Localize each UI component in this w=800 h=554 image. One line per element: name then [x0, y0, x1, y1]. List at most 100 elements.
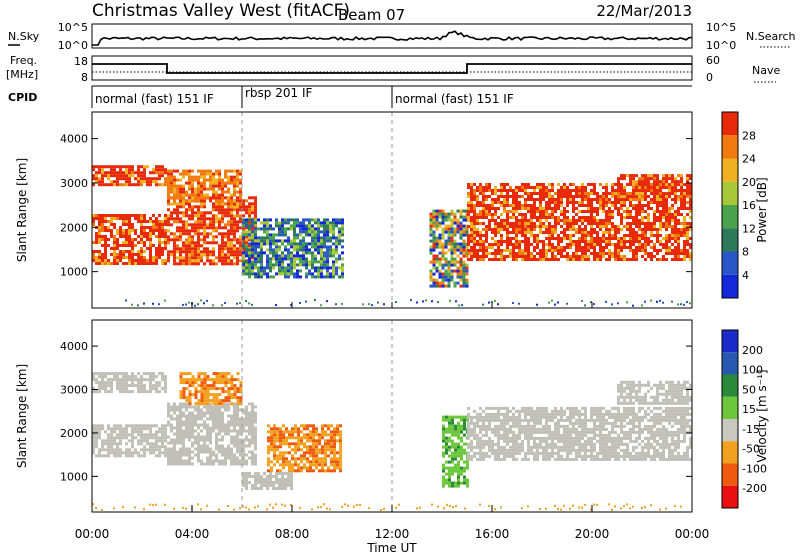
- power-cell-r4: [287, 218, 290, 222]
- power-cell-r6: [569, 258, 572, 261]
- power-cell-r6: [584, 225, 587, 228]
- power-cell-r2: [227, 211, 230, 215]
- power-cell-r4: [305, 266, 308, 270]
- power-cell-r6: [644, 240, 647, 243]
- power-cell-r7: [644, 186, 647, 190]
- power-cell-r6: [500, 201, 503, 204]
- power-cell-r6: [485, 186, 488, 189]
- power-cell-r6: [578, 216, 581, 219]
- power-cell-r6: [530, 198, 533, 201]
- power-cell-r0: [101, 226, 104, 229]
- power-cell-r6: [524, 228, 527, 231]
- power-cell-r5: [432, 278, 436, 282]
- power-cell-r4: [281, 242, 284, 246]
- power-cell-r6: [578, 189, 581, 192]
- vel-cell-r4: [273, 445, 276, 449]
- power-cell-r6: [530, 243, 533, 246]
- power-cell-r6: [536, 219, 539, 222]
- power-cell-near: [554, 303, 556, 306]
- power-cell-r6: [620, 207, 623, 210]
- power-cell-r5: [459, 284, 463, 288]
- power-cell-r2: [233, 262, 236, 266]
- power-cell-r4: [305, 251, 308, 255]
- power-cell-near: [641, 304, 643, 307]
- power-cell-r0: [137, 250, 140, 253]
- power-cell-r4: [287, 257, 290, 261]
- power-cell-r0: [116, 262, 119, 265]
- vel-cell-r2: [173, 402, 176, 406]
- power-cell-r2: [182, 247, 185, 251]
- power-cell-r6: [683, 222, 686, 225]
- power-cell-r6: [635, 231, 638, 234]
- power-cell-r6: [665, 243, 668, 246]
- power-cell-r6: [545, 237, 548, 240]
- power-cell-r2: [200, 205, 203, 209]
- power-cell-r0: [119, 250, 122, 253]
- power-cell-r4: [314, 230, 317, 234]
- power-cell-r7: [617, 177, 620, 181]
- vel-cell-r2: [200, 450, 203, 454]
- power-cell-r4: [332, 263, 335, 267]
- power-cell-r6: [611, 186, 614, 189]
- power-cell-r5: [441, 248, 445, 252]
- power-cell-r5: [429, 278, 433, 282]
- vel-cell-r0: [128, 448, 131, 452]
- power-cell-r6: [569, 225, 572, 228]
- power-cell-r6: [545, 255, 548, 258]
- power-cell-r3: [221, 193, 224, 197]
- power-cell-near: [488, 301, 490, 304]
- power-cell-r5: [441, 263, 445, 267]
- power-cell-r6: [632, 252, 635, 255]
- power-cell-r6: [596, 222, 599, 225]
- power-cell-r2: [206, 250, 209, 254]
- vel-cell-r0: [164, 454, 167, 458]
- vel-cell-r0: [98, 433, 101, 437]
- power-cell-r0: [149, 229, 152, 232]
- vel-cell-r0: [152, 433, 155, 437]
- power-cell-r2: [230, 208, 233, 212]
- vel-cell-r2: [170, 417, 173, 421]
- power-cell-r4: [320, 263, 323, 267]
- power-cell-r6: [542, 225, 545, 228]
- power-cell-r4: [338, 242, 341, 246]
- power-cell-r2: [179, 253, 182, 257]
- power-cell-r6: [680, 201, 683, 204]
- power-cell-near: [395, 301, 397, 304]
- power-cell-r1: [104, 165, 107, 169]
- power-cell-r2: [239, 247, 242, 251]
- power-cell-r0: [98, 235, 101, 238]
- power-cell-r4: [305, 245, 308, 249]
- power-cell-r7: [647, 189, 650, 193]
- power-cell-r6: [659, 243, 662, 246]
- power-cell-r6: [587, 192, 590, 195]
- power-cell-r6: [533, 240, 536, 243]
- power-cell-r4: [287, 236, 290, 240]
- power-cell-r0: [92, 256, 95, 259]
- power-cell-r6: [668, 249, 671, 252]
- power-cell-r6: [479, 243, 482, 246]
- power-cell-r6: [596, 240, 599, 243]
- vel-cell-r0: [164, 439, 167, 443]
- power-cell-r6: [623, 198, 626, 201]
- power-cell-r2: [176, 205, 179, 209]
- vel-cell-r2: [203, 411, 206, 415]
- power-cell-r6: [599, 249, 602, 252]
- vel-cell-r3: [200, 390, 204, 394]
- power-cell-r6: [512, 207, 515, 210]
- power-cell-r6: [521, 249, 524, 252]
- vel-cell-r0: [104, 454, 107, 458]
- power-cell-r1: [98, 180, 101, 184]
- vel-cell-r0: [98, 424, 101, 428]
- power-cell-r6: [494, 207, 497, 210]
- power-cell-r4: [299, 260, 302, 264]
- vel-cell-r0: [143, 436, 146, 440]
- power-cell-r6: [530, 204, 533, 207]
- power-cell-r2: [218, 211, 221, 215]
- power-cell-r6: [506, 198, 509, 201]
- vel-cell-r2: [212, 462, 215, 466]
- vel-cell-r3: [215, 378, 219, 382]
- power-cell-r5: [435, 284, 439, 288]
- power-cell-r6: [587, 195, 590, 198]
- power-cell-r5: [462, 227, 466, 231]
- power-cell-r5: [459, 272, 463, 276]
